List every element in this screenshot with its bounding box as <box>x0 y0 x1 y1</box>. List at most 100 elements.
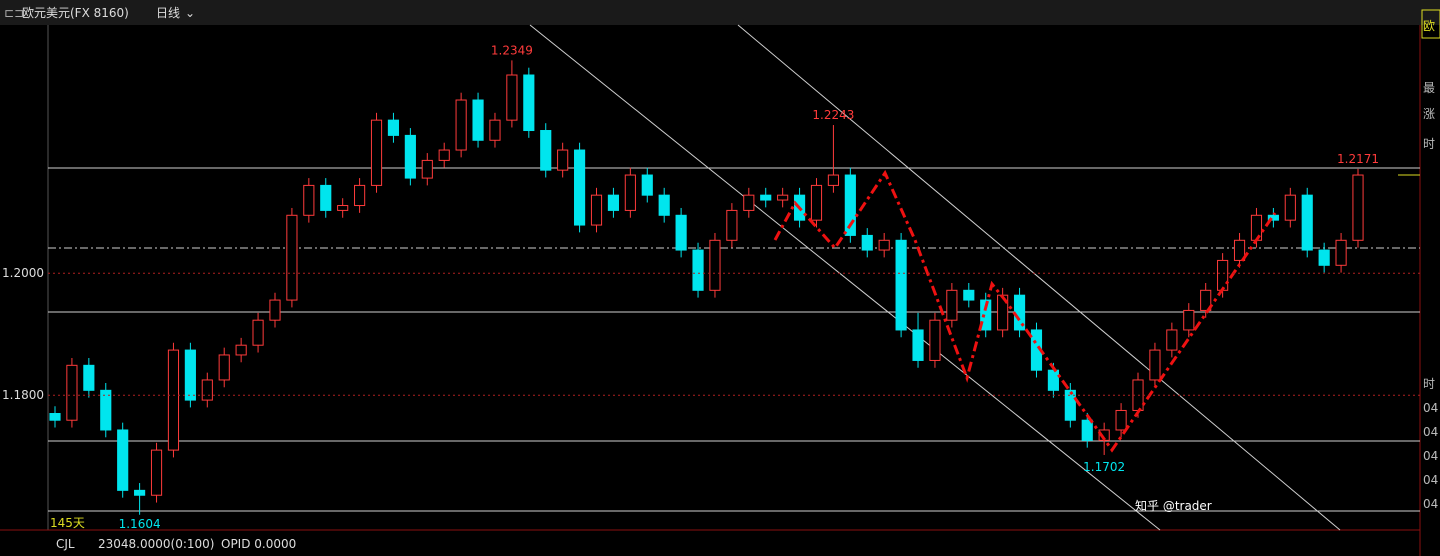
candle-body <box>269 299 281 321</box>
bar-count: 145天 <box>50 516 85 530</box>
candle-body <box>1064 389 1076 421</box>
channel-line <box>737 24 1341 531</box>
side-label: 涨 <box>1423 106 1435 121</box>
side-label: 04 <box>1423 425 1438 439</box>
candle-body <box>387 119 400 136</box>
candle-body <box>337 205 349 211</box>
candle-body <box>1200 289 1212 311</box>
side-label: 最 <box>1423 81 1435 95</box>
candle-body <box>878 239 890 251</box>
candle-body <box>354 184 366 207</box>
candle-body <box>83 364 95 391</box>
candle-body <box>607 194 620 211</box>
side-label: 欧 <box>1423 19 1435 33</box>
y-tick-label: 1.2000 <box>2 266 44 280</box>
candle-body <box>1166 329 1178 351</box>
candle-body <box>692 249 704 291</box>
pattern-zigzag <box>773 169 1277 453</box>
low-label: 1.1702 <box>1083 460 1125 474</box>
candle-body <box>184 349 196 401</box>
indicator-name[interactable]: CJL <box>56 537 75 551</box>
candle-body <box>235 344 247 356</box>
candle-body <box>540 130 552 171</box>
channel-line <box>529 24 1161 531</box>
candle-body <box>810 184 823 221</box>
candle-body <box>1081 419 1093 441</box>
candle-body <box>929 319 941 361</box>
candle-body <box>472 99 484 141</box>
side-label: 04 <box>1423 473 1438 487</box>
side-box <box>1421 9 1440 39</box>
candle-body <box>709 239 721 291</box>
candle-body <box>658 194 670 216</box>
symbol: 欧元美元(FX 8160) <box>22 6 129 20</box>
side-label: 04 <box>1423 497 1438 511</box>
candle-body <box>150 449 163 496</box>
side-label: 04 <box>1423 401 1438 415</box>
candle-body <box>1284 194 1296 221</box>
candle-body <box>438 149 450 161</box>
candle-body <box>100 389 112 431</box>
candle-body <box>743 194 755 211</box>
candle-body <box>1149 349 1161 381</box>
candle-body <box>1233 239 1246 261</box>
candle-body <box>624 174 636 211</box>
candle-body <box>963 289 975 301</box>
candle-body <box>167 349 180 451</box>
candle-body <box>506 74 518 121</box>
candle-body <box>1352 174 1364 241</box>
candle-body <box>590 194 603 226</box>
candle-body <box>286 214 298 301</box>
candle-body <box>370 119 383 186</box>
candle-body <box>66 364 78 421</box>
candle-body <box>895 239 907 331</box>
candle-body <box>844 174 856 236</box>
y-tick-label: 1.1800 <box>2 388 44 402</box>
candle-body <box>777 194 789 201</box>
side-label: 04 <box>1423 449 1438 463</box>
candle-body <box>421 159 433 179</box>
low-label: 1.1604 <box>119 517 161 531</box>
candle-body <box>557 149 569 171</box>
candle-body <box>1301 194 1313 251</box>
candle-body <box>1098 429 1110 441</box>
high-label: 1.2349 <box>491 43 533 57</box>
candle-body <box>201 379 213 401</box>
candle-body <box>946 289 958 321</box>
candle-body <box>455 99 467 151</box>
level-lines <box>48 24 1420 531</box>
candle-body <box>303 184 315 216</box>
candle-body <box>117 429 129 491</box>
candle-body <box>1183 309 1195 331</box>
candle-body <box>523 74 535 132</box>
candle-body <box>1115 409 1127 431</box>
candle-body <box>861 234 873 251</box>
candle-body <box>134 489 146 496</box>
toolbar <box>0 0 1440 25</box>
candle-body <box>726 209 738 241</box>
candle-body <box>218 354 230 381</box>
candle-body <box>760 194 772 201</box>
menu-icon[interactable]: ⊏⊐ <box>4 6 24 20</box>
candle-body <box>1267 214 1279 221</box>
dropdown-arrow[interactable]: ⌄ <box>185 6 195 20</box>
watermark: 知乎 @trader <box>1135 499 1212 513</box>
period-select[interactable]: 日线 <box>156 6 180 20</box>
candle-body <box>574 149 586 226</box>
candle-body <box>320 184 332 211</box>
volume-value: 23048.0000(0:100) <box>98 537 214 551</box>
candle-body <box>827 174 839 186</box>
candle-body <box>489 119 501 141</box>
candle-body <box>1318 249 1330 266</box>
high-label: 1.2171 <box>1337 152 1379 166</box>
candle-body <box>49 413 61 421</box>
candle-body <box>252 319 264 346</box>
candle-body <box>912 329 924 361</box>
candle-body <box>1217 259 1229 291</box>
opid-value: OPID 0.0000 <box>221 537 296 551</box>
candle-body <box>675 214 687 251</box>
candle-body <box>404 134 416 179</box>
candle-body <box>1335 239 1347 266</box>
candle-body <box>641 174 653 196</box>
